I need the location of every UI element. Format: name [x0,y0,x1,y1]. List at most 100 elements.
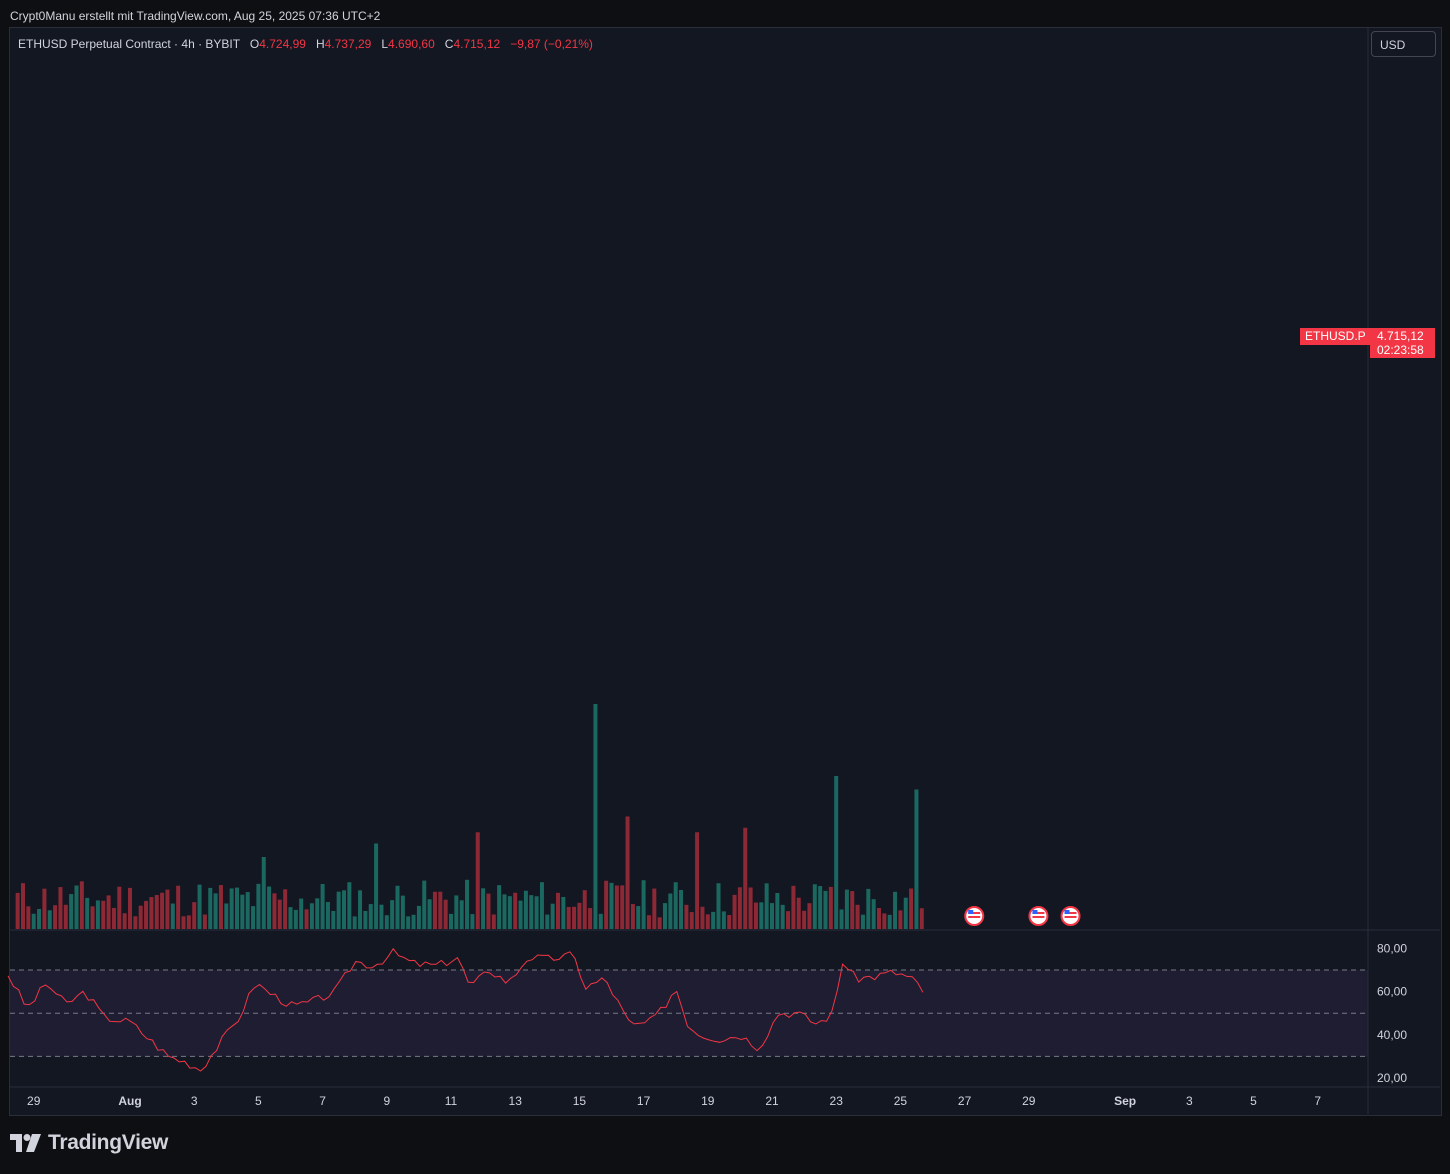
volume-bar [69,894,74,929]
volume-bar [486,893,491,929]
volume-bar [336,891,341,929]
volume-bar [374,843,379,929]
volume-bar [903,897,908,929]
volume-bar [406,916,411,929]
volume-bar [470,914,475,929]
volume-bar [775,892,780,929]
time-axis-label: 5 [1250,1094,1257,1108]
time-axis-label: 21 [765,1094,779,1108]
volume-bar [620,885,625,929]
volume-bar [695,832,700,929]
volume-bar [721,911,726,929]
volume-bar [384,915,389,929]
volume-bar [588,908,593,929]
price-pane [15,704,924,929]
volume-bar [31,913,36,929]
volume-bar [523,890,528,929]
volume-bar [572,906,577,929]
time-axis-label: 11 [445,1094,458,1108]
volume-bar [95,900,100,929]
legend-low-value: 4.690,60 [388,37,435,51]
legend-open-value: 4.724,99 [259,37,306,51]
volume-bar [138,905,143,929]
volume-bar [342,890,346,929]
chart-frame[interactable] [9,27,1442,1116]
volume-bar [459,900,464,929]
volume-bar [26,906,31,929]
volume-bar [743,827,748,929]
volume-bar [556,892,560,929]
volume-bar [299,898,304,929]
legend-open-label: O [249,37,260,51]
volume-bar [197,884,202,929]
volume-bar [818,886,823,929]
rsi-axis-label: 60,00 [1377,985,1407,999]
last-price-value: 4.715,12 [1377,329,1424,343]
volume-bar [400,895,405,929]
volume-bar [395,885,400,929]
volume-bar [919,908,924,929]
volume-bar [267,886,272,929]
volume-bar [716,883,721,929]
volume-bar [652,888,657,929]
volume-bar [828,886,833,929]
volume-bar [449,913,453,929]
time-axis-label: 19 [701,1094,715,1108]
flag-stripe [1032,912,1045,914]
flag-canton [1064,910,1070,914]
volume-bar [283,889,288,929]
volume-bar [79,881,84,929]
volume-bar [416,905,421,929]
volume-bar [561,896,566,929]
volume-bar [614,885,619,929]
volume-bar [465,879,470,929]
volume-bar [277,899,282,929]
volume-bar [791,885,796,929]
volume-bar [534,896,539,929]
volume-bar [213,893,218,929]
volume-bar [539,882,544,929]
volume-bar [144,900,149,929]
volume-bar [871,899,876,929]
volume-bar [668,893,673,929]
volume-bar [304,909,309,929]
volume-bar [101,900,106,929]
volume-bar [577,902,582,929]
volume-bar [802,910,807,929]
volume-bar [502,894,507,929]
volume-bar [882,913,887,929]
volume-bar [812,884,817,929]
legend-symbol[interactable]: ETHUSD Perpetual Contract · 4h · BYBIT [18,37,240,51]
legend-close-label: C [444,37,454,51]
volume-bar [240,894,245,929]
volume-bar [732,894,737,929]
volume-bar [497,885,502,929]
volume-bar [438,891,443,929]
volume-bar [893,891,898,929]
currency-button[interactable]: USD [1371,31,1436,57]
volume-bar [823,890,828,929]
volume-bar [807,903,812,929]
volume-bar [855,904,860,929]
volume-bar [914,789,919,929]
volume-bar [850,891,855,929]
tradingview-logo[interactable]: TradingView [10,1131,168,1155]
rsi-axis-label: 80,00 [1377,941,1407,955]
volume-bar [593,704,598,929]
volume-bar [47,910,52,929]
volume-bar [309,903,314,929]
volume-bar [358,890,363,929]
volume-bar [432,891,437,929]
volume-bar [491,914,496,929]
flag-stripe [1032,916,1045,918]
volume-bar [834,776,839,929]
volume-bar [218,885,223,929]
volume-bar [657,917,662,929]
volume-bar [63,904,68,929]
flag-stripe [1064,912,1077,914]
volume-bar [256,883,261,929]
volume-bar [582,890,587,929]
legend-close-value: 4.715,12 [453,37,501,51]
volume-bar [786,911,791,929]
